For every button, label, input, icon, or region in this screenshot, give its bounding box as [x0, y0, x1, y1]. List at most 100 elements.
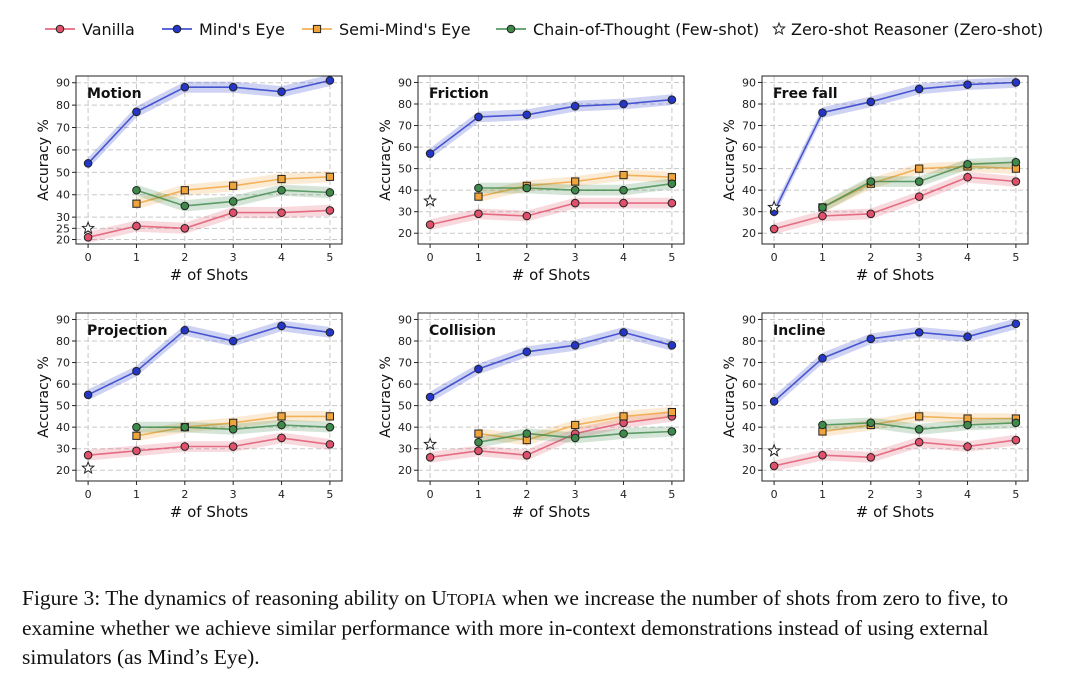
subplot-title: Projection [87, 323, 167, 339]
data-point-cot [522, 429, 532, 438]
data-point-semi [132, 431, 141, 440]
y-axis-label: Accuracy % [378, 119, 394, 201]
plot-frame [417, 75, 685, 245]
y-tick-label: 25 [56, 222, 70, 235]
data-point-semi [474, 192, 483, 201]
data-point-vanilla [866, 209, 876, 219]
y-tick-label: 90 [56, 313, 70, 326]
x-tick-label: 1 [475, 251, 482, 264]
data-point-vanilla [425, 220, 435, 229]
data-point-minds_eye [1011, 319, 1021, 329]
data-point-cot [667, 427, 677, 436]
data-point-minds_eye [83, 390, 93, 400]
x-tick-label: 1 [819, 251, 826, 264]
series-line-vanilla [87, 209, 330, 239]
y-tick-label: 30 [398, 206, 412, 219]
x-tick-label: 2 [867, 488, 874, 501]
y-tick-label: 50 [398, 400, 412, 413]
legend-marker [172, 24, 182, 34]
y-tick-label: 80 [742, 98, 756, 111]
data-point-minds_eye [769, 397, 779, 406]
y-tick-label: 60 [56, 378, 70, 391]
x-tick-label: 4 [620, 251, 627, 264]
data-point-cot [522, 183, 532, 193]
y-tick-label: 50 [742, 163, 756, 176]
plot-frame [75, 312, 343, 482]
data-point-cot [818, 203, 827, 212]
y-tick-label: 70 [742, 357, 756, 370]
legend-label: Chain-of-Thought (Few-shot) [533, 20, 759, 39]
x-tick-label: 3 [572, 251, 579, 264]
y-axis-label: Accuracy % [36, 119, 52, 201]
x-tick-label: 3 [572, 488, 579, 501]
legend-item-cot: Chain-of-Thought (Few-shot) [496, 20, 759, 39]
data-point-vanilla [570, 198, 580, 208]
data-point-cot [132, 185, 141, 195]
confidence-band-vanilla [430, 411, 672, 463]
data-point-vanilla [325, 440, 335, 449]
y-tick-label: 20 [398, 227, 412, 240]
data-point-cot [866, 177, 876, 186]
y-tick-label: 50 [398, 163, 412, 176]
y-tick-label: 60 [742, 378, 756, 391]
data-point-vanilla [1011, 435, 1021, 445]
data-point-vanilla [228, 442, 238, 451]
data-point-minds_eye [914, 84, 924, 94]
x-tick-label: 0 [771, 488, 778, 501]
data-point-cot [325, 188, 335, 197]
series-line-vanilla [773, 439, 1017, 467]
data-point-vanilla [277, 433, 286, 443]
data-point-semi [619, 170, 628, 180]
data-point-minds_eye [425, 149, 435, 158]
data-point-zero [423, 193, 438, 207]
x-tick-label: 5 [668, 488, 675, 501]
x-axis-label: # of Shots [512, 266, 591, 284]
y-axis-label: Accuracy % [378, 356, 394, 438]
series-line-minds_eye [429, 331, 673, 398]
data-point-minds_eye [522, 347, 532, 357]
x-tick-label: 1 [819, 488, 826, 501]
y-tick-label: 80 [398, 335, 412, 348]
subplot-title: Motion [87, 86, 142, 102]
data-point-minds_eye [619, 99, 628, 109]
y-tick-label: 70 [398, 120, 412, 133]
series-line-minds_eye [429, 98, 672, 155]
plot-frame [761, 75, 1029, 245]
series-line-vanilla [429, 202, 672, 226]
data-point-vanilla [132, 221, 141, 231]
data-point-cot [914, 425, 924, 434]
data-point-semi [325, 172, 335, 181]
y-tick-label: 20 [742, 227, 756, 240]
y-tick-label: 80 [56, 99, 70, 112]
caption-suffix: when we increase the number of shots fro… [22, 586, 1009, 669]
x-tick-label: 1 [133, 488, 140, 501]
data-point-cot [474, 437, 483, 447]
data-point-minds_eye [83, 159, 93, 168]
data-point-minds_eye [180, 82, 190, 92]
data-point-cot [963, 160, 972, 169]
confidence-band-vanilla [774, 171, 1016, 235]
grid [76, 76, 342, 244]
data-point-semi [180, 186, 189, 195]
data-point-cot [180, 422, 190, 432]
data-point-vanilla [474, 446, 483, 456]
y-tick-label: 40 [742, 421, 756, 434]
y-tick-label: 90 [56, 77, 70, 90]
data-point-minds_eye [180, 325, 190, 335]
y-tick-label: 40 [56, 421, 70, 434]
y-tick-label: 40 [742, 184, 756, 197]
x-tick-label: 3 [916, 251, 923, 264]
y-tick-label: 40 [56, 189, 70, 202]
data-point-semi [667, 407, 677, 417]
y-tick-label: 30 [398, 443, 412, 456]
grid [418, 76, 684, 244]
legend-item-semi: Semi-Mind's Eye [302, 20, 471, 39]
legend: Vanilla Mind's Eye Semi-Mind's Eye Chain-of… [45, 20, 1043, 39]
y-tick-label: 70 [56, 357, 70, 370]
x-tick-label: 4 [620, 488, 627, 501]
confidence-band-vanilla [430, 197, 672, 230]
y-tick-label: 70 [742, 120, 756, 133]
y-tick-label: 50 [56, 400, 70, 413]
data-point-minds_eye [963, 332, 972, 341]
y-tick-label: 70 [56, 122, 70, 135]
